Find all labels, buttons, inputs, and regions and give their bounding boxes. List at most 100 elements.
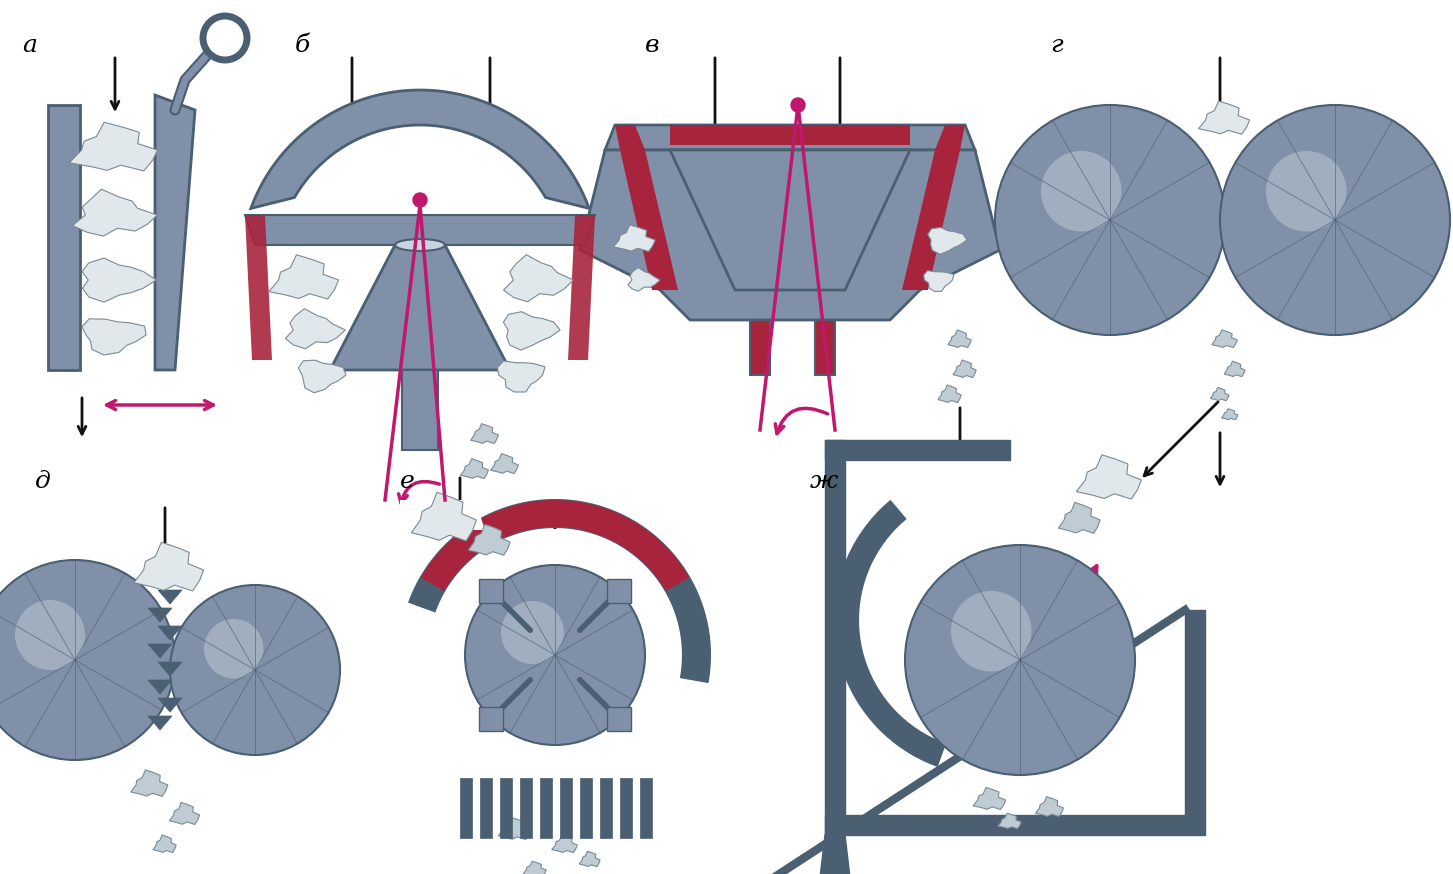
Polygon shape: [131, 770, 169, 796]
Circle shape: [790, 98, 805, 112]
Polygon shape: [580, 778, 591, 838]
Polygon shape: [670, 125, 910, 145]
Polygon shape: [998, 813, 1021, 829]
Polygon shape: [1210, 387, 1229, 400]
Polygon shape: [269, 255, 339, 299]
Polygon shape: [600, 778, 612, 838]
Polygon shape: [246, 215, 272, 360]
Circle shape: [995, 105, 1225, 335]
Polygon shape: [504, 254, 574, 302]
Polygon shape: [158, 662, 182, 676]
Polygon shape: [934, 125, 965, 150]
Polygon shape: [402, 370, 437, 450]
Circle shape: [501, 601, 564, 664]
Polygon shape: [1058, 503, 1100, 533]
Polygon shape: [947, 329, 971, 348]
Polygon shape: [846, 440, 1186, 815]
Circle shape: [203, 619, 263, 678]
Polygon shape: [48, 105, 80, 370]
Circle shape: [952, 591, 1032, 671]
Polygon shape: [497, 361, 545, 392]
Polygon shape: [670, 150, 910, 290]
Polygon shape: [73, 190, 157, 236]
Polygon shape: [927, 227, 966, 254]
Polygon shape: [825, 440, 1010, 460]
Polygon shape: [604, 125, 975, 150]
Circle shape: [0, 560, 174, 760]
Text: в: в: [645, 34, 660, 57]
Polygon shape: [479, 707, 503, 731]
Polygon shape: [461, 459, 488, 479]
Polygon shape: [148, 608, 171, 622]
Text: ж: ж: [809, 470, 838, 493]
Polygon shape: [607, 579, 631, 603]
Polygon shape: [613, 225, 655, 252]
Polygon shape: [285, 309, 346, 349]
Polygon shape: [1212, 329, 1238, 348]
Polygon shape: [410, 500, 711, 682]
Circle shape: [1221, 105, 1450, 335]
Text: а: а: [22, 34, 36, 57]
Polygon shape: [825, 440, 846, 835]
Polygon shape: [503, 312, 561, 350]
Polygon shape: [158, 590, 182, 604]
Circle shape: [905, 545, 1135, 775]
Polygon shape: [559, 778, 572, 838]
Polygon shape: [580, 851, 600, 867]
Polygon shape: [523, 861, 546, 874]
Polygon shape: [902, 150, 960, 290]
Polygon shape: [498, 817, 530, 840]
Polygon shape: [170, 802, 199, 824]
Polygon shape: [298, 360, 346, 392]
Polygon shape: [615, 125, 645, 150]
Polygon shape: [568, 215, 594, 360]
Polygon shape: [461, 778, 472, 838]
Polygon shape: [750, 320, 770, 375]
Circle shape: [465, 565, 645, 745]
Polygon shape: [148, 680, 171, 694]
Polygon shape: [1186, 610, 1205, 815]
Polygon shape: [639, 778, 652, 838]
Polygon shape: [953, 360, 976, 378]
Polygon shape: [70, 122, 157, 171]
Polygon shape: [471, 424, 498, 443]
Polygon shape: [411, 492, 477, 541]
Circle shape: [1040, 151, 1122, 232]
Polygon shape: [148, 644, 171, 658]
Polygon shape: [974, 787, 1005, 809]
Polygon shape: [479, 579, 503, 603]
Polygon shape: [421, 500, 689, 591]
Polygon shape: [153, 835, 176, 853]
Polygon shape: [81, 258, 157, 302]
Polygon shape: [134, 542, 203, 591]
Polygon shape: [825, 815, 1205, 835]
Polygon shape: [1036, 797, 1064, 816]
Circle shape: [15, 600, 84, 670]
Circle shape: [1266, 151, 1347, 232]
Polygon shape: [246, 215, 594, 245]
Polygon shape: [1077, 454, 1142, 499]
Polygon shape: [1222, 409, 1238, 420]
Polygon shape: [479, 778, 493, 838]
Polygon shape: [552, 835, 577, 853]
Polygon shape: [607, 707, 631, 731]
Polygon shape: [620, 778, 632, 838]
Circle shape: [170, 585, 340, 755]
Polygon shape: [1225, 361, 1245, 377]
Circle shape: [413, 193, 427, 207]
Polygon shape: [158, 698, 182, 712]
Polygon shape: [330, 245, 510, 370]
Polygon shape: [251, 90, 588, 208]
Text: д: д: [35, 470, 51, 493]
Polygon shape: [520, 778, 532, 838]
Polygon shape: [580, 150, 1000, 320]
Polygon shape: [155, 95, 195, 370]
Text: г: г: [1051, 34, 1062, 57]
Polygon shape: [924, 271, 955, 291]
Polygon shape: [148, 716, 171, 730]
Polygon shape: [628, 267, 660, 291]
Circle shape: [429, 529, 681, 781]
Polygon shape: [815, 320, 835, 375]
Polygon shape: [815, 835, 854, 874]
Polygon shape: [1199, 101, 1250, 135]
